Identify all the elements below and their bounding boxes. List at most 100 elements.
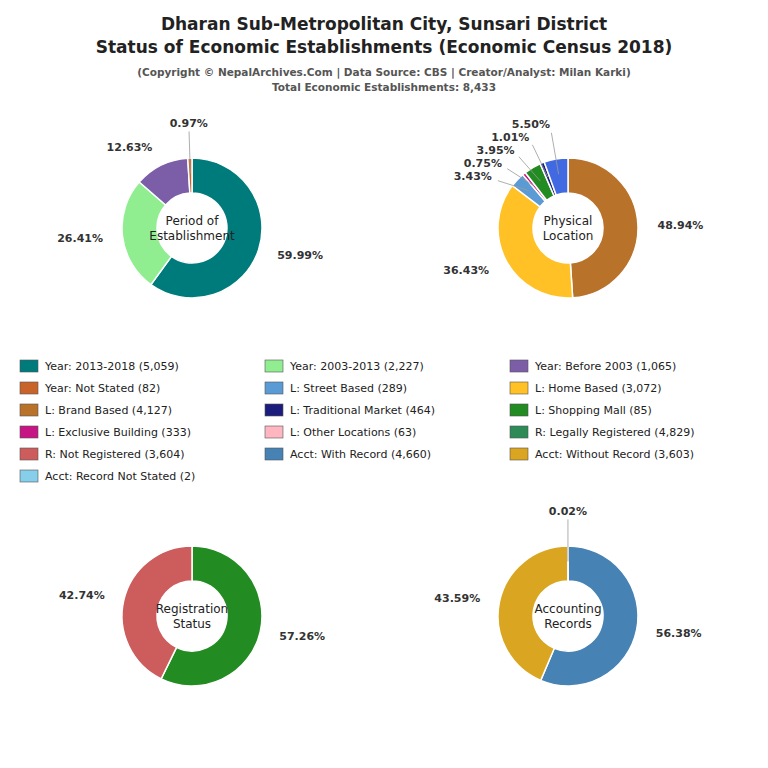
leader-line	[498, 181, 528, 191]
donut-chart: Period ofEstablishment59.99%26.41%12.63%…	[57, 117, 323, 298]
legend-swatch	[510, 404, 528, 416]
leader-line	[519, 157, 540, 181]
legend-swatch	[20, 426, 38, 438]
legend-item: Year: Before 2003 (1,065)	[510, 360, 676, 373]
donut-label: Period ofEstablishment	[149, 214, 235, 243]
legend-swatch	[265, 448, 283, 460]
legend-label: L: Traditional Market (464)	[290, 404, 435, 417]
data-label: 48.94%	[658, 219, 704, 232]
legend-label: Acct: With Record (4,660)	[290, 448, 431, 461]
legend-label: L: Home Based (3,072)	[535, 382, 662, 395]
donut-label: AccountingRecords	[534, 602, 601, 631]
legend-item: R: Not Registered (3,604)	[20, 448, 185, 461]
legend-swatch	[20, 404, 38, 416]
donut-chart: PhysicalLocation 48.94% 36.43% 3.43%0.75%3.…	[443, 118, 703, 298]
legend-label: Year: Before 2003 (1,065)	[534, 360, 676, 373]
donut-slice	[139, 158, 190, 205]
data-labels: 56.38% 43.59% 0.02%	[434, 505, 701, 641]
data-label: 26.41%	[57, 232, 103, 245]
legend-item: Year: Not Stated (82)	[20, 382, 160, 395]
figure: Dharan Sub-Metropolitan City, Sunsari Di…	[0, 0, 768, 768]
legend-label: Acct: Record Not Stated (2)	[45, 470, 195, 483]
data-labels: 48.94% 36.43% 3.43%0.75%3.95%1.01%5.50%	[443, 118, 703, 277]
legend-swatch	[20, 382, 38, 394]
donut-label: RegistrationStatus	[156, 602, 228, 631]
data-label: 3.43%	[454, 170, 492, 183]
title: Dharan Sub-Metropolitan City, Sunsari Di…	[161, 14, 607, 34]
legend-swatch	[20, 360, 38, 372]
donut-label-line: Location	[543, 229, 594, 243]
legend-label: Year: 2013-2018 (5,059)	[44, 360, 179, 373]
legend-item: L: Home Based (3,072)	[510, 382, 662, 395]
legend-label: L: Street Based (289)	[290, 382, 407, 395]
data-label: 42.74%	[59, 589, 105, 602]
legend-label: Year: Not Stated (82)	[44, 382, 160, 395]
legend-swatch	[20, 448, 38, 460]
legend-swatch	[265, 426, 283, 438]
leader-line	[551, 133, 558, 174]
data-label: 0.02%	[549, 505, 587, 518]
slices	[498, 546, 638, 686]
data-label: 0.97%	[170, 117, 208, 130]
legend-label: L: Exclusive Building (333)	[45, 426, 191, 439]
donut-label-line: Registration	[156, 602, 228, 616]
data-label: 43.59%	[434, 592, 480, 605]
data-label: 36.43%	[443, 264, 489, 277]
legend-swatch	[510, 360, 528, 372]
data-label: 3.95%	[476, 144, 514, 157]
legend-swatch	[20, 470, 38, 482]
leader-line	[567, 519, 568, 561]
data-label: 56.38%	[656, 627, 702, 640]
data-label: 12.63%	[107, 141, 153, 154]
data-label: 57.26%	[279, 630, 325, 643]
legend-label: Year: 2003-2013 (2,227)	[289, 360, 424, 373]
legend-item: Acct: With Record (4,660)	[265, 448, 431, 461]
slices	[122, 158, 262, 298]
donut-label-line: Accounting	[534, 602, 601, 616]
donut-label-line: Establishment	[149, 229, 235, 243]
leader-lines	[189, 131, 190, 173]
legend-swatch	[510, 448, 528, 460]
legend-label: Acct: Without Record (3,603)	[535, 448, 694, 461]
legend-swatch	[265, 382, 283, 394]
legend-item: Year: 2013-2018 (5,059)	[20, 360, 179, 373]
legend-swatch	[265, 404, 283, 416]
legend-item: L: Brand Based (4,127)	[20, 404, 172, 417]
legend-item: Year: 2003-2013 (2,227)	[265, 360, 424, 373]
donut-label-line: Period of	[166, 214, 220, 228]
legend-item: Acct: Record Not Stated (2)	[20, 470, 195, 483]
leader-line	[532, 145, 547, 177]
legend-label: L: Brand Based (4,127)	[45, 404, 172, 417]
legend-label: R: Not Registered (3,604)	[45, 448, 185, 461]
legend-item: L: Other Locations (63)	[265, 426, 416, 439]
legend-item: L: Shopping Mall (85)	[510, 404, 652, 417]
donut-chart: RegistrationStatus 57.26% 42.74%	[59, 546, 325, 686]
donut-label-line: Physical	[544, 214, 593, 228]
leader-lines	[567, 519, 568, 561]
legend-label: L: Shopping Mall (85)	[535, 404, 652, 417]
data-label: 1.01%	[491, 131, 529, 144]
legend-item: L: Street Based (289)	[265, 382, 407, 395]
subtitle: (Copyright © NepalArchives.Com | Data So…	[137, 66, 630, 79]
legend-label: R: Legally Registered (4,829)	[535, 426, 694, 439]
data-label: 5.50%	[512, 118, 550, 131]
legend-label: L: Other Locations (63)	[290, 426, 416, 439]
legend-item: R: Legally Registered (4,829)	[510, 426, 694, 439]
legend-swatch	[510, 426, 528, 438]
donut-label-line: Status	[173, 617, 211, 631]
data-labels: 59.99%26.41%12.63%0.97%	[57, 117, 323, 263]
data-label: 0.75%	[464, 157, 502, 170]
donut-label: PhysicalLocation	[543, 214, 594, 243]
title: Status of Economic Establishments (Econo…	[96, 37, 673, 57]
donut-chart: AccountingRecords 56.38% 43.59% 0.02%	[434, 505, 701, 686]
leader-line	[189, 131, 190, 173]
legend-item: L: Exclusive Building (333)	[20, 426, 191, 439]
slices	[122, 546, 262, 686]
donut-label-line: Records	[544, 617, 592, 631]
legend-item: Acct: Without Record (3,603)	[510, 448, 694, 461]
legend-swatch	[265, 360, 283, 372]
slices	[498, 158, 638, 298]
leader-line	[507, 169, 533, 186]
data-labels: 57.26% 42.74%	[59, 589, 325, 643]
legend: Year: 2013-2018 (5,059) Year: 2003-2013 (…	[20, 360, 694, 483]
